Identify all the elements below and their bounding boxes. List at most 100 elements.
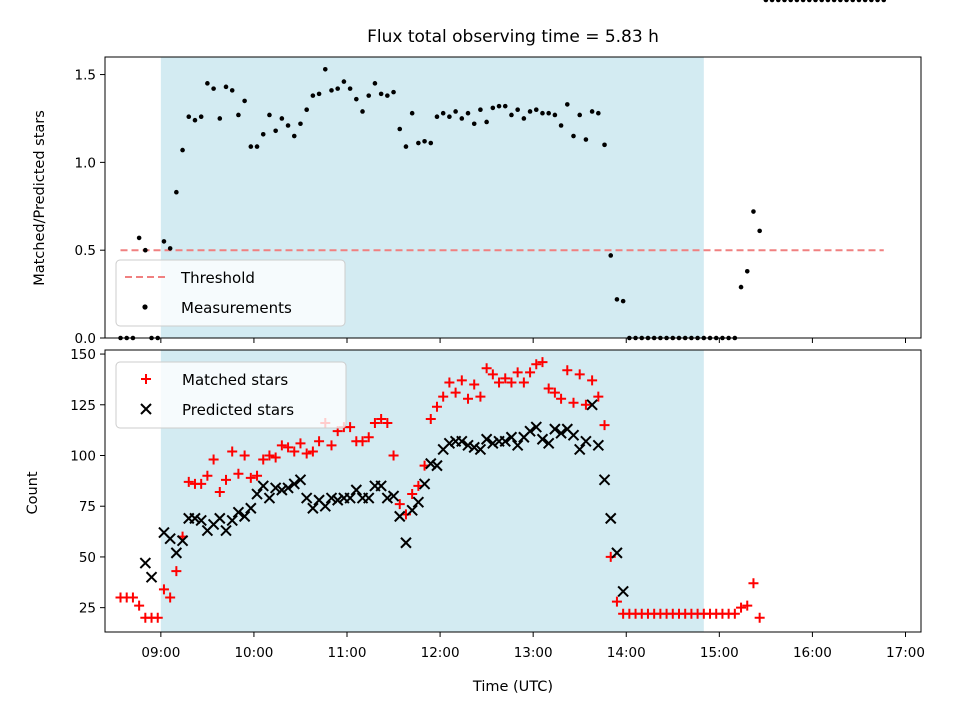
measurement-point	[298, 121, 303, 127]
predicted-star-point	[375, 480, 387, 492]
predicted-star-point	[319, 500, 331, 512]
y-tick-label: 0.0	[75, 331, 96, 347]
predicted-star-point	[530, 421, 542, 433]
matched-star-point	[283, 442, 294, 453]
predicted-star-point	[251, 488, 263, 500]
count-y-ticks: 25 50 75 100 125 150	[70, 347, 105, 617]
measurement-point	[198, 114, 204, 120]
predicted-star-point	[524, 425, 536, 437]
legend-matched-swatch	[141, 374, 151, 384]
legend-predicted-label: Predicted stars	[182, 401, 294, 419]
measurement-point	[372, 81, 378, 86]
x-axis-label: Time (UTC)	[472, 679, 553, 695]
measurement-point	[304, 107, 309, 112]
predicted-star-point	[139, 557, 152, 569]
matched-star-point	[463, 393, 474, 404]
measurement-point	[260, 131, 266, 137]
matched-star-point	[537, 357, 548, 368]
measurement-point	[447, 114, 452, 120]
matched-star-point	[525, 367, 536, 378]
predicted-star-point	[381, 492, 394, 504]
measurement-point	[521, 116, 527, 121]
matched-star-point	[214, 487, 225, 498]
x-tick-label: 11:00	[328, 645, 367, 661]
measurement-point	[422, 139, 427, 144]
measurement-point	[751, 209, 756, 214]
predicted-star-point	[542, 437, 555, 450]
measurement-point	[254, 144, 260, 149]
legend-measurements-label: Measurements	[181, 299, 292, 317]
measurement-point	[217, 116, 223, 121]
predicted-star-points	[139, 399, 629, 598]
matched-star-point	[233, 468, 244, 479]
measurement-point	[242, 98, 247, 104]
matched-star-point	[500, 373, 511, 384]
matched-star-point	[481, 363, 492, 374]
predicted-star-point	[263, 492, 276, 504]
matched-star-point	[456, 375, 467, 386]
ratio-panel: 0.0 0.5 1.0 1.5 Matched/Predicted stars Thr…	[32, 0, 922, 347]
matched-star-point	[307, 446, 318, 457]
matched-star-point	[444, 377, 455, 388]
measurement-point	[440, 110, 446, 116]
measurement-point	[180, 147, 185, 153]
measurement-point	[825, 0, 831, 3]
legend-matched-label: Matched stars	[182, 371, 288, 389]
matched-star-point	[487, 369, 498, 380]
matched-star-point	[568, 397, 579, 408]
measurement-point	[831, 0, 837, 3]
measurement-point	[143, 247, 148, 253]
predicted-star-point	[214, 512, 226, 525]
measurement-point	[267, 112, 272, 118]
measurement-point	[782, 0, 787, 3]
matched-star-point	[475, 391, 486, 402]
ratio-legend-box	[115, 259, 346, 327]
matched-star-point	[369, 418, 380, 429]
matched-star-point	[754, 612, 765, 623]
predicted-star-point	[425, 457, 437, 470]
matched-star-point	[450, 387, 461, 398]
measurement-point	[807, 0, 812, 3]
measurement-point	[800, 0, 806, 3]
measurement-point	[341, 79, 347, 84]
matched-star-point	[158, 584, 169, 595]
predicted-star-point	[586, 399, 598, 411]
measurement-point	[527, 109, 533, 114]
matched-star-point	[543, 383, 554, 394]
y-tick-label: 50	[79, 550, 96, 566]
predicted-star-point	[325, 492, 338, 504]
measurement-point	[385, 93, 390, 98]
measurement-point	[335, 86, 340, 91]
measurement-point	[744, 268, 750, 274]
matched-star-point	[549, 387, 560, 398]
chart-title: Flux total observing time = 5.83 h	[367, 27, 659, 47]
count-plot-frame	[104, 349, 922, 633]
legend-predicted-swatch	[140, 403, 152, 415]
count-x-ticks: 09:00 10:00 11:00 12:00 13:00 14:00 15:00 16:00…	[141, 632, 925, 661]
matched-star-point	[587, 375, 598, 386]
count-y-axis-label: Count	[25, 471, 41, 514]
matched-star-point	[512, 367, 523, 378]
predicted-star-point	[580, 435, 592, 448]
predicted-star-point	[487, 437, 499, 450]
y-tick-label: 100	[70, 448, 96, 464]
matched-star-point	[345, 422, 356, 433]
measurement-point	[273, 128, 278, 134]
measurement-point	[174, 189, 179, 195]
ratio-legend: Threshold Measurements	[115, 259, 346, 327]
matched-star-point	[593, 391, 604, 402]
measurement-point	[502, 103, 508, 109]
matched-star-points	[116, 357, 765, 623]
y-tick-label: 1.5	[75, 68, 96, 84]
measurement-point	[397, 126, 403, 132]
measurement-point	[354, 96, 359, 102]
measurement-point	[291, 133, 297, 139]
ratio-y-ticks: 0.0 0.5 1.0 1.5	[75, 68, 105, 347]
matched-star-point	[531, 359, 542, 370]
measurement-point	[211, 86, 216, 91]
matched-star-point	[301, 448, 312, 459]
matched-star-point	[258, 454, 269, 465]
predicted-star-point	[605, 512, 617, 525]
measurement-point	[614, 297, 620, 302]
measurement-point	[285, 123, 291, 128]
